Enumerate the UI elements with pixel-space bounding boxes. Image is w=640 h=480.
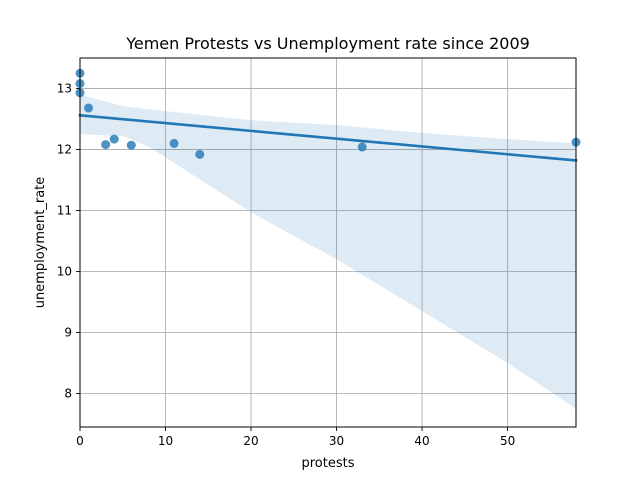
x-tick-label: 10	[158, 434, 173, 448]
y-tick-label: 12	[57, 142, 72, 156]
x-tick-label: 20	[243, 434, 258, 448]
y-axis-label: unemployment_rate	[33, 177, 48, 309]
data-point	[126, 140, 136, 150]
y-tick-label: 13	[57, 81, 72, 95]
y-tick-label: 11	[57, 203, 72, 217]
data-point	[169, 138, 179, 148]
data-point	[101, 140, 111, 150]
data-point	[109, 134, 119, 144]
chart-title: Yemen Protests vs Unemployment rate sinc…	[125, 34, 530, 53]
x-tick-label: 50	[500, 434, 515, 448]
confidence-band-layer	[80, 94, 576, 409]
axis-ticks: 0 10 20 30 40 50 8 9 10 11 12 13	[57, 81, 516, 448]
y-tick-label: 9	[64, 325, 72, 339]
x-tick-label: 30	[329, 434, 344, 448]
data-point	[84, 103, 94, 113]
grid-lines	[79, 58, 576, 427]
x-tick-label: 40	[414, 434, 429, 448]
regression-line	[78, 113, 578, 162]
regression-line-layer	[78, 113, 578, 162]
data-point	[357, 142, 367, 152]
data-point	[195, 149, 205, 159]
x-tick-label: 0	[76, 434, 84, 448]
y-tick-label: 10	[57, 264, 72, 278]
confidence-band	[80, 94, 576, 409]
y-tick-label: 8	[64, 386, 72, 400]
data-points	[75, 68, 581, 159]
x-axis-label: protests	[301, 456, 354, 471]
plot-frame	[79, 57, 577, 428]
